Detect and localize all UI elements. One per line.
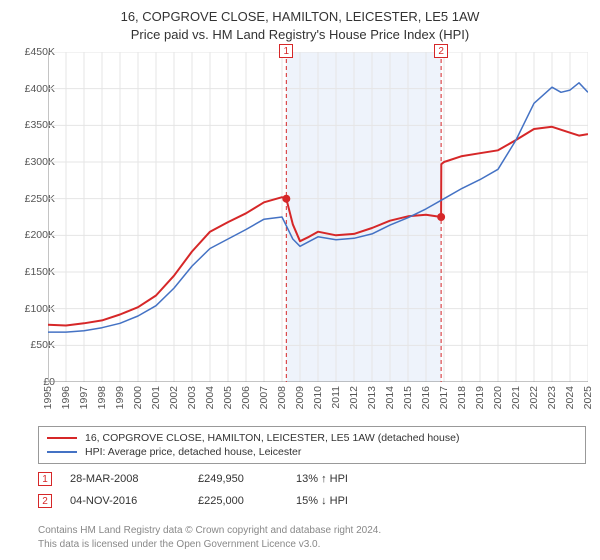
sale-number-box: 1 xyxy=(38,472,52,486)
footer-attribution: Contains HM Land Registry data © Crown c… xyxy=(38,524,586,551)
x-axis-tick-label: 2008 xyxy=(276,386,288,409)
x-axis-tick-label: 2005 xyxy=(222,386,234,409)
chart-plot-area xyxy=(48,52,588,382)
x-axis-tick-label: 2022 xyxy=(528,386,540,409)
x-axis-tick-label: 2003 xyxy=(186,386,198,409)
x-axis-tick-label: 1997 xyxy=(78,386,90,409)
legend-label: HPI: Average price, detached house, Leic… xyxy=(85,446,301,458)
sale-hpi-delta: 15% ↓ HPI xyxy=(296,495,348,507)
footer-line-2: This data is licensed under the Open Gov… xyxy=(38,538,586,552)
x-axis-tick-label: 2024 xyxy=(564,386,576,409)
x-axis-tick-label: 2009 xyxy=(294,386,306,409)
x-axis-tick-label: 2012 xyxy=(348,386,360,409)
x-axis-tick-label: 2017 xyxy=(438,386,450,409)
sale-row: 2 04-NOV-2016 £225,000 15% ↓ HPI xyxy=(38,490,586,512)
chart-svg xyxy=(48,52,588,382)
sale-number: 2 xyxy=(42,496,48,507)
sale-hpi-delta: 13% ↑ HPI xyxy=(296,473,348,485)
x-axis-tick-label: 2025 xyxy=(582,386,594,409)
x-axis-tick-label: 2010 xyxy=(312,386,324,409)
sale-price: £249,950 xyxy=(198,473,278,485)
footer-line-1: Contains HM Land Registry data © Crown c… xyxy=(38,524,586,538)
legend-label: 16, COPGROVE CLOSE, HAMILTON, LEICESTER,… xyxy=(85,432,459,444)
legend-item: HPI: Average price, detached house, Leic… xyxy=(47,445,577,459)
x-axis-tick-label: 2015 xyxy=(402,386,414,409)
x-axis-tick-label: 1995 xyxy=(42,386,54,409)
sale-marker-box: 2 xyxy=(434,44,448,58)
x-axis-tick-label: 2013 xyxy=(366,386,378,409)
sale-number: 1 xyxy=(42,474,48,485)
x-axis-tick-label: 2019 xyxy=(474,386,486,409)
x-axis-tick-label: 1999 xyxy=(114,386,126,409)
x-axis-tick-label: 1996 xyxy=(60,386,72,409)
x-axis-tick-label: 2002 xyxy=(168,386,180,409)
legend-swatch xyxy=(47,451,77,453)
x-axis-tick-label: 2018 xyxy=(456,386,468,409)
legend-item: 16, COPGROVE CLOSE, HAMILTON, LEICESTER,… xyxy=(47,431,577,445)
x-axis-tick-label: 2007 xyxy=(258,386,270,409)
x-axis-tick-label: 2021 xyxy=(510,386,522,409)
sale-price: £225,000 xyxy=(198,495,278,507)
sale-number-box: 2 xyxy=(38,494,52,508)
x-axis-labels: 1995199619971998199920002001200220032004… xyxy=(48,384,588,424)
title-line-1: 16, COPGROVE CLOSE, HAMILTON, LEICESTER,… xyxy=(0,8,600,26)
legend: 16, COPGROVE CLOSE, HAMILTON, LEICESTER,… xyxy=(38,426,586,464)
sale-row: 1 28-MAR-2008 £249,950 13% ↑ HPI xyxy=(38,468,586,490)
x-axis-tick-label: 1998 xyxy=(96,386,108,409)
x-axis-tick-label: 2000 xyxy=(132,386,144,409)
sale-date: 04-NOV-2016 xyxy=(70,495,180,507)
x-axis-tick-label: 2011 xyxy=(330,386,342,409)
sales-table: 1 28-MAR-2008 £249,950 13% ↑ HPI 2 04-NO… xyxy=(38,468,586,512)
x-axis-tick-label: 2006 xyxy=(240,386,252,409)
x-axis-tick-label: 2014 xyxy=(384,386,396,409)
x-axis-tick-label: 2004 xyxy=(204,386,216,409)
legend-swatch xyxy=(47,437,77,439)
x-axis-tick-label: 2016 xyxy=(420,386,432,409)
chart-container: 16, COPGROVE CLOSE, HAMILTON, LEICESTER,… xyxy=(0,0,600,560)
title-line-2: Price paid vs. HM Land Registry's House … xyxy=(0,26,600,44)
sale-date: 28-MAR-2008 xyxy=(70,473,180,485)
sale-marker-box: 1 xyxy=(279,44,293,58)
x-axis-tick-label: 2023 xyxy=(546,386,558,409)
x-axis-tick-label: 2020 xyxy=(492,386,504,409)
title-block: 16, COPGROVE CLOSE, HAMILTON, LEICESTER,… xyxy=(0,0,600,43)
x-axis-tick-label: 2001 xyxy=(150,386,162,409)
